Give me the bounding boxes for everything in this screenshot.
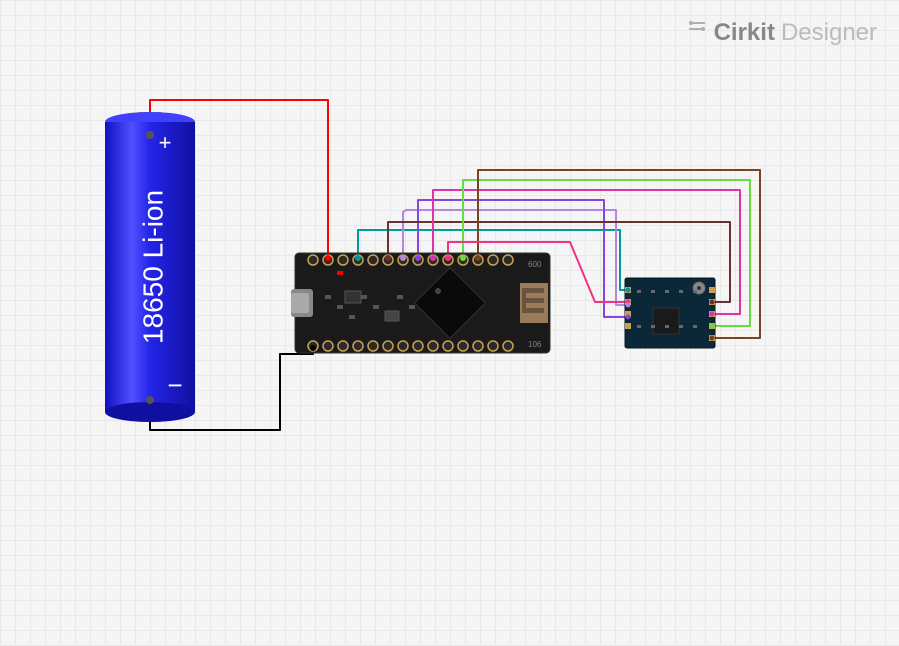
battery-18650[interactable]: 18650 Li-ion + − [105, 112, 195, 422]
mcu-label-top: 600 [528, 260, 542, 269]
mcu-pin-top-13[interactable] [503, 255, 513, 265]
mcu-pin-top-4[interactable] [368, 255, 378, 265]
mcu-pin-bottom-5[interactable] [383, 341, 393, 351]
mcu-pin-top-0[interactable] [308, 255, 318, 265]
power-led-icon [337, 271, 343, 275]
battery-minus-terminal[interactable] [146, 396, 154, 404]
radio-chip-icon [653, 308, 679, 334]
mcu-pin-bottom-10[interactable] [458, 341, 468, 351]
mcu-pin-bottom-11[interactable] [473, 341, 483, 351]
mcu-pin-top-12[interactable] [488, 255, 498, 265]
mcu-pin-top-2[interactable] [338, 255, 348, 265]
radio-pin-right-0[interactable] [709, 287, 715, 293]
radio-module[interactable] [625, 278, 715, 348]
circuit-canvas[interactable]: Cirkit Designer 18650 Li-ion+− 600106 [0, 0, 899, 646]
radio-pin-left-3[interactable] [625, 323, 631, 329]
mcu-pin-bottom-3[interactable] [353, 341, 363, 351]
mcu-pin-bottom-13[interactable] [503, 341, 513, 351]
circuit-svg: 18650 Li-ion + − 600 106 [0, 0, 899, 646]
mcu-board[interactable]: 600 106 [291, 253, 550, 353]
battery-plus-icon: + [159, 130, 172, 155]
battery-label: 18650 Li-ion [137, 190, 168, 344]
battery-plus-terminal[interactable] [146, 131, 154, 139]
mcu-pin-bottom-12[interactable] [488, 341, 498, 351]
mcu-pin-bottom-8[interactable] [428, 341, 438, 351]
mcu-label-bottom: 106 [528, 340, 542, 349]
mcu-pin-bottom-7[interactable] [413, 341, 423, 351]
battery-minus-icon: − [167, 370, 182, 400]
mcu-pin-bottom-2[interactable] [338, 341, 348, 351]
mcu-pin-bottom-6[interactable] [398, 341, 408, 351]
mcu-pin-bottom-1[interactable] [323, 341, 333, 351]
mcu-pin-bottom-4[interactable] [368, 341, 378, 351]
mcu-pin-bottom-9[interactable] [443, 341, 453, 351]
